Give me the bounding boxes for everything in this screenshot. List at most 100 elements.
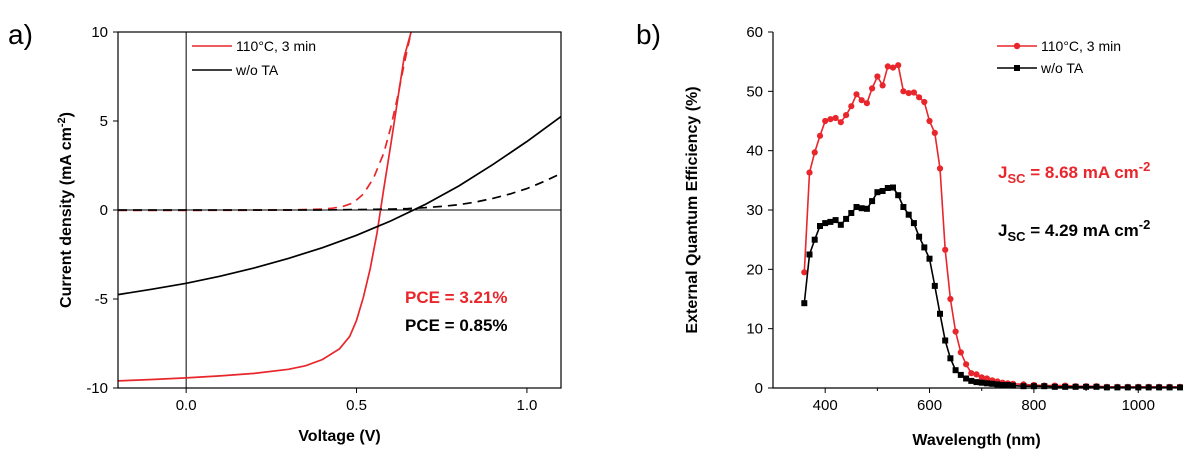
eqe-point-110c [921,98,928,106]
eqe-point-110c [973,371,980,378]
jsc-j: J [998,163,1007,182]
eqe-point-110c [832,114,839,122]
eqe-point-110c [968,370,975,377]
eqe-point-110c [879,82,886,89]
eqe-point-110c [806,169,813,176]
eqe-point-wo-ta [1030,383,1037,390]
eqe-point-wo-ta [863,205,870,212]
eqe-point-wo-ta [874,189,881,196]
eqe-point-wo-ta [989,380,996,387]
x-tick-label: 1.0 [516,397,537,414]
eqe-point-wo-ta [822,220,829,227]
legend-label-wo-ta-b: w/o TA [1040,60,1084,76]
y-tick-label: 30 [746,202,763,219]
eqe-point-110c [858,97,865,104]
panel-b-label: b) [636,19,661,50]
panel-a-y-label-sup: -2 [56,117,68,127]
panel-b: b) 400 600 800 1000 0 10 20 30 40 50 60 Wavelength… [636,19,1184,449]
jsc-j: J [998,221,1007,240]
eqe-point-wo-ta [931,282,938,289]
legend-label-wo-ta: w/o TA [235,62,279,78]
eqe-point-110c [889,64,897,71]
panel-b-x-axis-label: Wavelength (nm) [912,432,1040,449]
eqe-point-wo-ta [879,188,886,194]
panel-a-x-axis-label: Voltage (V) [298,428,380,445]
eqe-point-wo-ta [983,380,990,387]
eqe-point-110c [816,132,824,139]
eqe-point-wo-ta [1062,383,1069,390]
eqe-point-110c [884,63,891,70]
eqe-point-wo-ta [848,210,855,216]
y-tick-label: 10 [746,321,763,338]
eqe-point-wo-ta [978,379,985,386]
eqe-point-wo-ta [900,204,907,210]
eqe-point-wo-ta [1051,383,1058,390]
y-tick-label: 5 [100,113,108,130]
x-tick-label: 0.5 [346,397,367,414]
eqe-point-110c [853,91,860,98]
y-tick-label: 60 [746,24,763,41]
eqe-point-110c [947,295,954,303]
eqe-point-wo-ta [1072,383,1079,390]
eqe-point-wo-ta [1020,383,1027,390]
eqe-point-110c [936,165,944,172]
eqe-point-wo-ta [832,217,839,224]
y-tick-label: -10 [86,380,108,397]
y-tick-label: 50 [746,83,763,100]
y-tick-label: -5 [95,291,108,308]
legend-marker-square [1014,65,1020,71]
eqe-point-110c [952,328,959,335]
jv-curve-110c-dark [118,32,412,212]
eqe-point-110c [837,119,844,126]
panel-a-series [118,32,561,382]
eqe-point-wo-ta [806,251,813,258]
eqe-point-wo-ta [910,220,917,227]
jsc-value: = 4.29 mA cm [1026,221,1139,240]
eqe-point-110c [926,117,933,125]
panel-b-series [801,62,1184,391]
eqe-point-110c [905,90,912,97]
eqe-point-110c [827,116,834,123]
eqe-point-wo-ta [968,377,975,384]
y-tick-label: 0 [100,202,108,219]
jv-curve-110c-light [118,32,412,382]
panel-a: a) 0.0 0.5 1.0 -10 -5 0 5 10 Voltage (V) Curren… [8,19,562,445]
panel-b-axes [772,32,1180,389]
eqe-point-wo-ta [1083,383,1090,390]
eqe-point-110c [863,100,871,107]
eqe-point-wo-ta [895,192,902,199]
eqe-point-wo-ta [827,218,834,225]
legend-marker-circle [1013,42,1021,50]
eqe-point-wo-ta [843,215,850,222]
eqe-point-110c [931,129,938,136]
eqe-point-110c [811,149,818,156]
eqe-point-wo-ta [1041,383,1048,390]
eqe-point-wo-ta [890,184,896,191]
eqe-point-110c [848,103,855,110]
jsc-sub: SC [1007,229,1026,244]
eqe-point-110c [801,269,808,276]
jv-curve-wo-ta-light [118,115,561,296]
eqe-point-wo-ta [811,236,818,243]
panel-a-y-label-tail: ) [58,112,75,117]
eqe-point-110c [900,88,907,95]
eqe-point-wo-ta [1004,382,1011,388]
panel-b-ticks: 400 600 800 1000 0 10 20 30 40 50 60 [746,24,1155,414]
eqe-point-wo-ta [801,300,808,307]
jsc-sup: -2 [1139,159,1151,174]
eqe-point-wo-ta [963,375,970,382]
panel-a-label: a) [8,19,33,50]
eqe-point-wo-ta [999,382,1006,388]
y-tick-label: 40 [746,143,763,160]
eqe-point-wo-ta [869,198,876,205]
jsc-annotation-110c: JSC = 8.68 mA cm-2 [998,159,1150,186]
eqe-point-wo-ta [884,185,891,191]
x-tick-label: 800 [1021,397,1046,414]
y-tick-label: 0 [755,380,763,397]
eqe-point-110c [963,361,970,368]
eqe-point-110c [957,349,964,356]
eqe-point-wo-ta [947,355,954,362]
pce-annotation-110c: PCE = 3.21% [405,288,508,307]
eqe-point-wo-ta [973,379,980,386]
x-tick-label: 600 [917,397,942,414]
